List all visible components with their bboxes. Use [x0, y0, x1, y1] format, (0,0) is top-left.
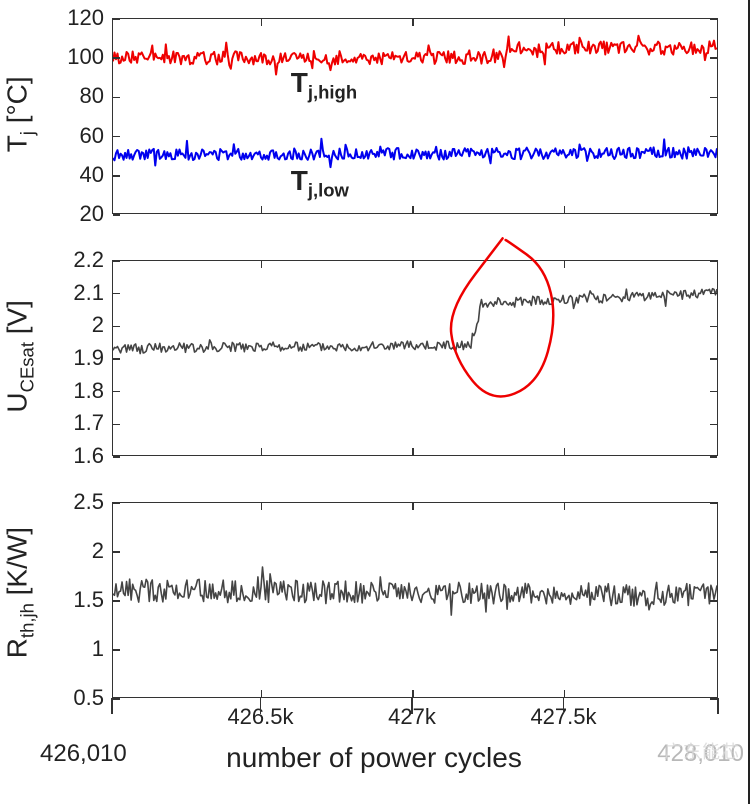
x-axis-label: number of power cycles — [0, 742, 748, 774]
y-tick-label: 2.5 — [44, 489, 104, 515]
y-tick-label: 60 — [44, 123, 104, 149]
y-tick-label: 1.6 — [44, 443, 104, 469]
series-label-Tj_high: Tj,high — [291, 67, 357, 104]
watermark: 广东能芯 — [664, 738, 740, 764]
annotation-circle — [451, 238, 553, 396]
series-Rth_jh — [113, 567, 717, 615]
ylabel-tj: Tj [°C] — [2, 54, 39, 174]
y-tick-label: 2.2 — [44, 247, 104, 273]
y-tick-label: 2.1 — [44, 280, 104, 306]
y-tick-label: 1.9 — [44, 345, 104, 371]
series-UCEsat — [113, 289, 717, 354]
series-Tj_low — [113, 139, 717, 167]
y-tick-label: 120 — [44, 5, 104, 31]
series-label-Tj_low: Tj,low — [291, 165, 349, 202]
ylabel-rth: Rth,jh [K/W] — [2, 538, 39, 658]
y-tick-label: 0.5 — [44, 685, 104, 711]
figure-frame: Tj [°C] UCEsat [V] Rth,jh [K/W] 426,010 … — [0, 0, 750, 804]
y-tick-label: 1.8 — [44, 378, 104, 404]
y-tick-label: 80 — [44, 83, 104, 109]
y-tick-label: 2 — [44, 312, 104, 338]
y-tick-label: 20 — [44, 201, 104, 227]
plot-ucesat — [112, 260, 718, 456]
y-tick-label: 1 — [44, 636, 104, 662]
plot-rth-svg — [113, 503, 717, 697]
series-Tj_high — [113, 36, 717, 75]
y-tick-label: 1.5 — [44, 587, 104, 613]
y-tick-label: 40 — [44, 162, 104, 188]
ylabel-ucesat: UCEsat [V] — [2, 296, 39, 416]
plot-tj — [112, 18, 718, 214]
y-tick-label: 1.7 — [44, 410, 104, 436]
plot-tj-svg — [113, 19, 717, 213]
plot-rth — [112, 502, 718, 698]
y-tick-label: 2 — [44, 538, 104, 564]
y-tick-label: 100 — [44, 44, 104, 70]
plot-ucesat-svg — [113, 261, 717, 455]
